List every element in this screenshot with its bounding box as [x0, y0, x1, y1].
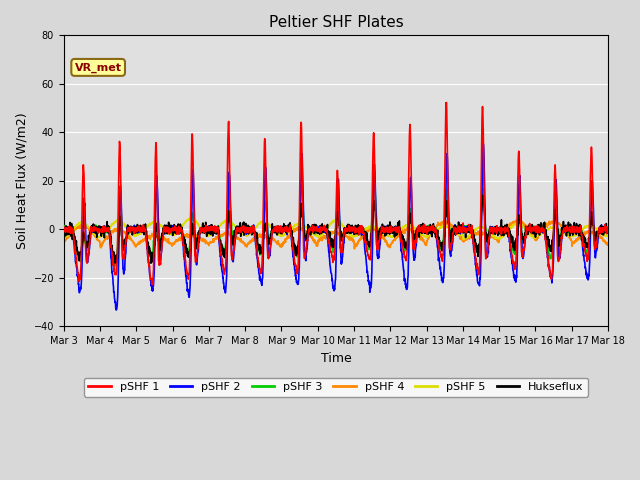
pSHF 2 — [364, 269, 371, 275]
pSHF 2 — [352, 226, 360, 231]
pSHF 5 — [460, 237, 467, 242]
Text: VR_met: VR_met — [75, 62, 122, 72]
Hukseflux — [604, 227, 612, 233]
pSHF 1 — [572, 226, 579, 232]
Hukseflux — [479, 192, 486, 198]
Hukseflux — [60, 231, 68, 237]
pSHF 4 — [352, 244, 360, 250]
Line: pSHF 2: pSHF 2 — [64, 144, 608, 310]
pSHF 1 — [604, 228, 612, 234]
pSHF 1 — [60, 224, 68, 229]
pSHF 3 — [352, 226, 360, 231]
Line: pSHF 3: pSHF 3 — [64, 180, 608, 266]
pSHF 3 — [60, 227, 68, 233]
pSHF 4 — [364, 228, 371, 234]
pSHF 5 — [604, 233, 612, 239]
pSHF 1 — [352, 228, 360, 233]
pSHF 2 — [557, 251, 564, 257]
Hukseflux — [352, 228, 360, 233]
pSHF 5 — [212, 228, 220, 233]
pSHF 3 — [364, 243, 371, 249]
pSHF 3 — [370, 177, 378, 183]
X-axis label: Time: Time — [321, 352, 351, 365]
pSHF 4 — [557, 223, 564, 228]
Line: pSHF 4: pSHF 4 — [64, 220, 608, 249]
pSHF 2 — [495, 226, 502, 231]
pSHF 2 — [572, 227, 579, 233]
pSHF 4 — [60, 238, 68, 243]
Hukseflux — [557, 236, 564, 241]
pSHF 1 — [212, 229, 220, 235]
Legend: pSHF 1, pSHF 2, pSHF 3, pSHF 4, pSHF 5, Hukseflux: pSHF 1, pSHF 2, pSHF 3, pSHF 4, pSHF 5, … — [84, 378, 588, 396]
pSHF 1 — [149, 282, 157, 288]
pSHF 5 — [495, 235, 502, 241]
pSHF 2 — [212, 227, 220, 232]
pSHF 3 — [604, 227, 612, 232]
pSHF 1 — [495, 226, 502, 231]
pSHF 1 — [557, 245, 564, 251]
pSHF 5 — [352, 233, 360, 239]
Hukseflux — [364, 241, 371, 247]
pSHF 2 — [60, 225, 68, 230]
pSHF 5 — [60, 234, 68, 240]
pSHF 5 — [364, 225, 371, 231]
pSHF 5 — [186, 215, 193, 221]
pSHF 5 — [572, 232, 579, 238]
Line: pSHF 5: pSHF 5 — [64, 218, 608, 240]
pSHF 3 — [212, 228, 220, 234]
Hukseflux — [572, 229, 579, 235]
pSHF 4 — [604, 241, 612, 247]
Line: pSHF 1: pSHF 1 — [64, 103, 608, 285]
pSHF 3 — [557, 239, 564, 244]
pSHF 4 — [494, 237, 502, 242]
pSHF 3 — [572, 226, 579, 232]
pSHF 3 — [112, 264, 120, 269]
Line: Hukseflux: Hukseflux — [64, 195, 608, 264]
Hukseflux — [111, 261, 118, 266]
pSHF 2 — [604, 225, 612, 230]
Hukseflux — [495, 225, 502, 231]
pSHF 4 — [351, 246, 358, 252]
pSHF 5 — [557, 228, 564, 233]
pSHF 1 — [443, 100, 451, 106]
Hukseflux — [212, 229, 220, 235]
pSHF 3 — [495, 227, 502, 232]
pSHF 4 — [515, 217, 523, 223]
pSHF 4 — [212, 236, 220, 242]
pSHF 2 — [479, 141, 487, 146]
pSHF 4 — [572, 238, 579, 244]
pSHF 2 — [113, 307, 120, 313]
Title: Peltier SHF Plates: Peltier SHF Plates — [269, 15, 403, 30]
Y-axis label: Soil Heat Flux (W/m2): Soil Heat Flux (W/m2) — [15, 113, 28, 249]
pSHF 1 — [364, 250, 371, 256]
